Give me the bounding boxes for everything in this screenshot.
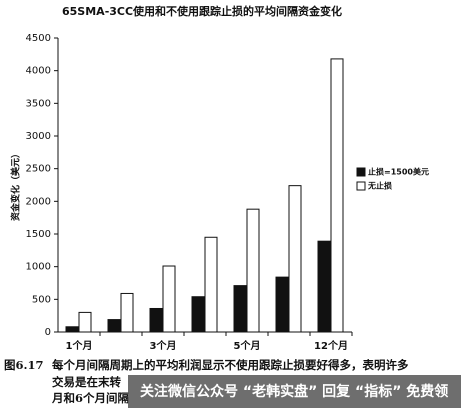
x-tick-label: 12个月 xyxy=(314,339,348,352)
bar xyxy=(317,240,331,333)
x-tick-label: 1个月 xyxy=(66,339,93,352)
y-tick-label: 4000 xyxy=(26,66,51,77)
bar xyxy=(149,307,163,333)
watermark: 关注微信公众号 “老韩实盘” 回复 “指标” 免费领 xyxy=(140,383,448,400)
y-axis-label: 资金变化（美元） xyxy=(10,149,22,221)
y-tick-label: 4500 xyxy=(26,33,51,44)
y-tick-label: 2500 xyxy=(26,164,51,175)
bar xyxy=(288,185,302,333)
caption-number: 图6.17 xyxy=(4,358,44,372)
chart-title: 65SMA-3CC使用和不使用跟踪止损的平均间隔资金变化 xyxy=(62,4,342,18)
y-tick-label: 0 xyxy=(45,327,51,338)
watermark-band xyxy=(128,375,461,408)
legend-label: 止损=1500美元 xyxy=(368,167,429,177)
bar xyxy=(233,285,247,333)
y-tick-label: 1000 xyxy=(26,262,51,273)
bar xyxy=(162,265,176,333)
bar xyxy=(65,326,79,333)
bar xyxy=(275,276,289,333)
x-tick-label: 3个月 xyxy=(150,339,177,352)
caption-line: 每个月间隔周期上的平均利润显示不使用跟踪止损要好得多，表明许多 xyxy=(52,358,409,372)
y-tick-label: 1500 xyxy=(26,229,51,240)
caption-line: 月和6个月间隔 xyxy=(51,391,130,405)
legend-swatch xyxy=(356,181,366,191)
bar xyxy=(191,296,205,333)
bar xyxy=(246,208,260,333)
legend-swatch xyxy=(356,167,366,177)
bar xyxy=(204,236,218,333)
legend-label: 无止损 xyxy=(367,181,392,191)
y-tick-label: 3000 xyxy=(26,131,51,142)
y-tick-label: 3500 xyxy=(26,98,51,109)
caption-line: 交易是在末转 xyxy=(52,375,121,389)
y-tick-label: 500 xyxy=(32,294,51,305)
bar xyxy=(107,319,121,333)
bar xyxy=(330,58,344,333)
x-tick-label: 5个月 xyxy=(234,339,261,352)
y-tick-label: 2000 xyxy=(26,196,51,207)
bar xyxy=(78,311,92,333)
bar xyxy=(120,292,134,333)
